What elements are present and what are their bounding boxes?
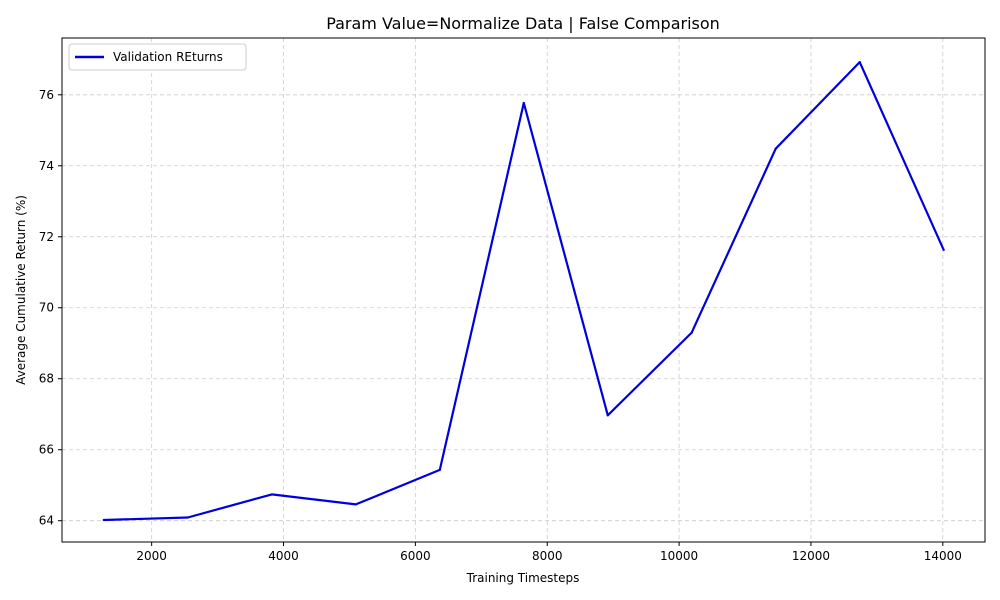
data-point [942, 248, 945, 251]
x-tick-label: 8000 [532, 549, 563, 563]
chart-title: Param Value=Normalize Data | False Compa… [326, 14, 720, 33]
x-tick-label: 14000 [924, 549, 962, 563]
y-tick-label: 74 [39, 159, 54, 173]
data-point [270, 493, 273, 496]
data-point [606, 414, 609, 417]
legend-box [68, 43, 247, 71]
data-point [690, 331, 693, 334]
plot-frame [61, 37, 986, 543]
x-tick-label: 6000 [400, 549, 431, 563]
y-tick-label: 72 [39, 230, 54, 244]
data-point [522, 101, 525, 105]
y-tick-label: 64 [39, 514, 54, 528]
x-tick-label: 12000 [792, 549, 830, 563]
legend-label: Validation REturns [113, 50, 223, 64]
data-point [102, 518, 105, 522]
data-point [186, 516, 189, 519]
grid [62, 38, 985, 542]
data-point [438, 468, 441, 472]
x-tick-label: 10000 [660, 549, 698, 563]
y-tick-label: 68 [39, 372, 54, 386]
x-tick-label: 4000 [268, 549, 299, 563]
x-axis: 2000 4000 6000 8000 10000 12000 14000 [136, 542, 962, 563]
y-tick-label: 66 [39, 443, 54, 457]
x-axis-title: Training Timesteps [466, 571, 580, 585]
data-point [858, 61, 861, 64]
y-tick-label: 76 [39, 88, 54, 102]
data-point [774, 147, 777, 150]
y-axis: 64 66 68 70 72 74 76 [39, 88, 62, 528]
series-layer [102, 60, 945, 522]
y-tick-label: 70 [39, 301, 54, 315]
legend: Validation REturns [68, 43, 247, 71]
x-tick-label: 2000 [136, 549, 167, 563]
y-axis-title: Average Cumulative Return (%) [14, 195, 28, 385]
data-point [354, 503, 357, 506]
